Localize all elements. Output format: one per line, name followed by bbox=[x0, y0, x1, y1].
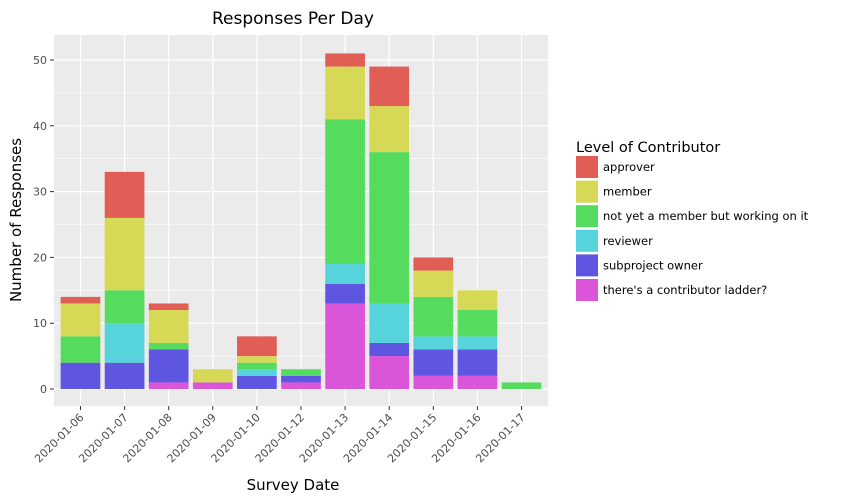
bar-segment-reviewer bbox=[237, 369, 277, 376]
bars bbox=[60, 53, 542, 389]
bar-segment-approver bbox=[237, 336, 277, 357]
legend-swatch-member bbox=[576, 180, 598, 203]
bar-segment-there-s-a-contributor-ladder bbox=[325, 303, 365, 389]
bar-segment-there-s-a-contributor-ladder bbox=[457, 375, 498, 389]
bar-segment-member bbox=[325, 66, 365, 120]
bar-segment-member bbox=[60, 303, 101, 337]
bar-segment-subproject-owner bbox=[281, 375, 321, 383]
chart-title: Responses Per Day bbox=[212, 9, 374, 29]
legend-swatch-subproject-owner bbox=[576, 254, 598, 277]
bar-segment-there-s-a-contributor-ladder bbox=[369, 356, 410, 389]
bar-segment-subproject-owner bbox=[104, 362, 145, 389]
bar-segment-member bbox=[104, 217, 145, 291]
legend-label-not-yet-a-member-but-working-on-it: not yet a member but working on it bbox=[603, 209, 809, 223]
bar-segment-there-s-a-contributor-ladder bbox=[413, 375, 454, 389]
x-axis-title: Survey Date bbox=[247, 476, 340, 494]
y-tick-label: 20 bbox=[33, 251, 47, 264]
bar-segment-reviewer bbox=[369, 303, 410, 343]
y-tick-label: 50 bbox=[33, 54, 47, 67]
y-tick-label: 10 bbox=[33, 317, 47, 330]
bar-segment-approver bbox=[413, 257, 454, 271]
bar-segment-approver bbox=[369, 66, 410, 107]
legend-swatch-there-s-a-contributor-ladder bbox=[576, 279, 598, 301]
legend-swatch-approver bbox=[576, 156, 598, 178]
legend-label-there-s-a-contributor-ladder: there's a contributor ladder? bbox=[603, 283, 767, 297]
bar-segment-there-s-a-contributor-ladder bbox=[192, 382, 233, 389]
bar-segment-not-yet-a-member-but-working-on-it bbox=[60, 336, 101, 363]
bar-segment-approver bbox=[325, 53, 365, 67]
bar-segment-approver bbox=[60, 296, 101, 304]
bar-segment-approver bbox=[104, 171, 145, 218]
y-tick-label: 40 bbox=[33, 120, 47, 133]
bar-segment-subproject-owner bbox=[237, 375, 277, 389]
legend: Level of Contributor approver member not y… bbox=[576, 140, 809, 301]
bar-segment-subproject-owner bbox=[148, 349, 189, 383]
bar-segment-not-yet-a-member-but-working-on-it bbox=[325, 119, 365, 264]
bar-segment-there-s-a-contributor-ladder bbox=[281, 382, 321, 389]
bar-segment-subproject-owner bbox=[369, 342, 410, 357]
legend-swatch-reviewer bbox=[576, 229, 598, 252]
legend-label-subproject-owner: subproject owner bbox=[603, 258, 703, 272]
bar-segment-subproject-owner bbox=[325, 283, 365, 304]
legend-label-reviewer: reviewer bbox=[603, 234, 653, 248]
bar-segment-not-yet-a-member-but-working-on-it bbox=[413, 296, 454, 337]
bar-segment-reviewer bbox=[413, 336, 454, 350]
y-axis-title: Number of Responses bbox=[7, 138, 25, 302]
bar-segment-member bbox=[148, 310, 189, 343]
bar-segment-not-yet-a-member-but-working-on-it bbox=[148, 342, 189, 350]
bar-segment-reviewer bbox=[104, 323, 145, 363]
bar-segment-not-yet-a-member-but-working-on-it bbox=[281, 369, 321, 376]
bar-segment-reviewer bbox=[325, 263, 365, 284]
bar-segment-member bbox=[237, 356, 277, 363]
y-tick-label: 0 bbox=[40, 383, 47, 396]
bar-segment-subproject-owner bbox=[413, 349, 454, 376]
bar-segment-not-yet-a-member-but-working-on-it bbox=[104, 290, 145, 324]
bar-segment-member bbox=[369, 106, 410, 153]
legend-label-member: member bbox=[603, 185, 652, 199]
bar-segment-subproject-owner bbox=[457, 349, 498, 376]
bar-segment-not-yet-a-member-but-working-on-it bbox=[369, 152, 410, 304]
bar-segment-not-yet-a-member-but-working-on-it bbox=[501, 382, 542, 389]
bar-segment-there-s-a-contributor-ladder bbox=[148, 382, 189, 389]
y-axis-ticks: 0 10 20 30 40 50 bbox=[33, 54, 54, 396]
bar-segment-subproject-owner bbox=[60, 362, 101, 389]
bar-segment-approver bbox=[148, 303, 189, 311]
bar-segment-member bbox=[457, 290, 498, 311]
legend-title: Level of Contributor bbox=[576, 140, 720, 156]
bar-segment-reviewer bbox=[457, 336, 498, 350]
x-axis-ticks: 2020-01-062020-01-072020-01-082020-01-09… bbox=[32, 406, 528, 465]
bar-segment-not-yet-a-member-but-working-on-it bbox=[457, 310, 498, 337]
legend-label-approver: approver bbox=[603, 160, 655, 174]
bar-segment-member bbox=[192, 369, 233, 383]
y-tick-label: 30 bbox=[33, 186, 47, 199]
bar-segment-member bbox=[413, 270, 454, 297]
bar-segment-not-yet-a-member-but-working-on-it bbox=[237, 362, 277, 370]
legend-swatch-not-yet-a-member-but-working-on-it bbox=[576, 205, 598, 228]
